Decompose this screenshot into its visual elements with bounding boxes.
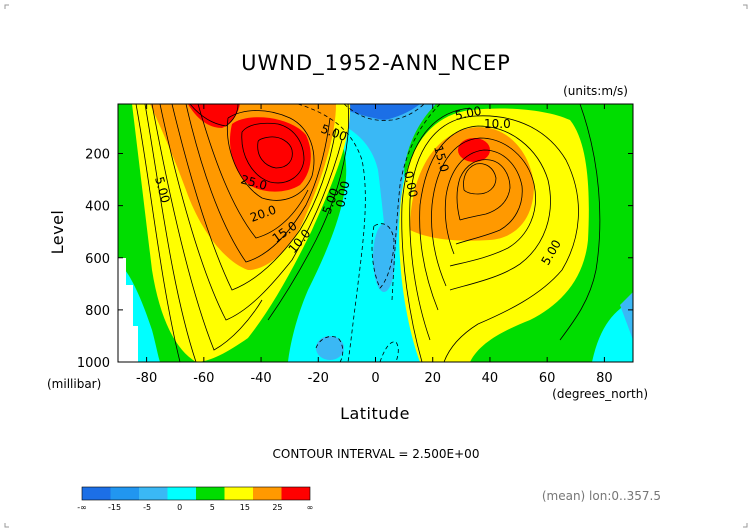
contour-lines-negative [297,104,441,362]
colorbar-swatch [110,487,139,500]
contour-label: 5.00 [454,104,483,123]
band-nh-polar-cyan [592,300,633,362]
colorbar-label: -5 [143,503,151,512]
cell-edge-blue [620,292,633,340]
x-tick-label: 0 [371,371,379,386]
x-tick-label: 40 [482,371,499,386]
contour-label: 15.0 [431,144,451,173]
y-tick-label: 1000 [77,356,110,371]
colorbar: -∞ -15 -5 0 5 15 25 ∞ [77,486,314,512]
x-axis-unit: (degrees_north) [552,387,648,401]
colorbar-label: 25 [272,503,282,512]
contour-label: 0.00 [333,180,352,209]
cell-blue-low [316,336,344,360]
colorbar-label: 15 [240,503,250,512]
band-sh-jet-core [229,117,311,192]
colorbar-label: -∞ [77,503,87,512]
contour-label: 5.00 [152,175,172,204]
y-axis: 200 400 600 800 1000 [77,148,633,371]
contour-label: 25.0 [239,172,268,192]
contour-lines-sh [135,104,349,362]
x-tick-label: 80 [596,371,613,386]
x-tick-label: 60 [539,371,556,386]
contour-lines-nh [401,104,601,362]
missing-data-patch [118,258,138,362]
colorbar-swatch [167,487,196,500]
colorbar-swatch [281,487,310,500]
colorbar-swatch [253,487,282,500]
colorbar-frame [81,486,311,501]
band-sh-upper-core [188,104,240,128]
contour-label: 10.0 [484,117,511,131]
colorbar-label: 5 [210,503,215,512]
footer-note: (mean) lon:0..357.5 [542,489,661,503]
contour-label: 0.00 [401,170,420,199]
colorbar-label: 0 [177,503,182,512]
y-tick-label: 400 [85,200,110,215]
x-tick-label: -80 [136,371,157,386]
x-tick-label: -60 [193,371,214,386]
crop-marks [4,4,748,528]
y-tick-label: 200 [85,148,110,163]
colorbar-swatch [139,487,168,500]
band-nh-jet-core [458,138,490,162]
colorbar-label: -15 [108,503,121,512]
units-note: (units:m/s) [563,84,628,98]
contour-interval-note: CONTOUR INTERVAL = 2.500E+00 [273,447,480,461]
y-tick-label: 600 [85,252,110,267]
band-easterly-deep [330,104,420,120]
chart-title: UWND_1952-ANN_NCEP [241,51,511,76]
y-tick-label: 800 [85,304,110,319]
band-easterly-blue [290,104,436,280]
contour-field [118,104,633,362]
x-tick-label: 20 [424,371,441,386]
cell-blue-mid [373,224,395,292]
x-axis-label: Latitude [340,404,410,423]
colorbar-label: ∞ [307,503,314,512]
y-axis-label: Level [48,210,67,255]
x-tick-label: -40 [250,371,271,386]
colorbar-swatch [196,487,225,500]
y-axis-unit: (millibar) [47,377,101,391]
colorbar-swatch [224,487,253,500]
colorbar-swatch [82,487,111,500]
x-tick-label: -20 [308,371,329,386]
x-axis: -80 -60 -40 -20 0 20 40 60 80 [136,104,613,386]
